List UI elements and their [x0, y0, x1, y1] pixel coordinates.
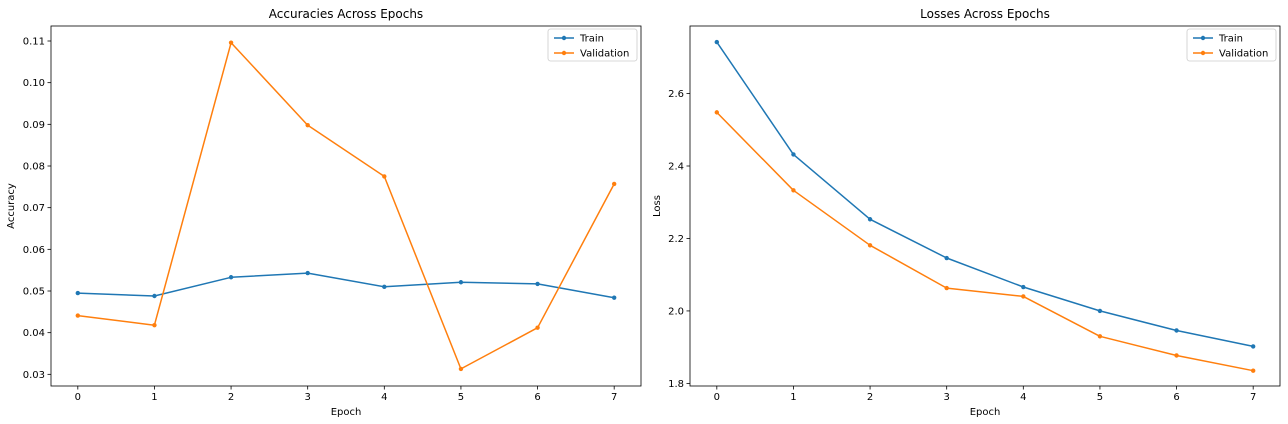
y-axis-label: Accuracy [6, 183, 17, 229]
chart-title: Losses Across Epochs [920, 7, 1050, 21]
x-tick-label: 5 [458, 392, 464, 403]
legend-label-train: Train [579, 34, 604, 45]
x-tick-label: 0 [714, 392, 720, 403]
legend-marker [1200, 50, 1206, 56]
data-point-train [382, 284, 387, 290]
data-point-validation [1021, 294, 1026, 299]
x-tick-label: 5 [1097, 392, 1103, 403]
y-tick-label: 2.6 [668, 89, 684, 100]
legend-label-validation: Validation [580, 49, 629, 60]
y-tick-label: 0.11 [23, 37, 45, 48]
y-tick-label: 1.8 [668, 379, 684, 390]
data-point-validation [535, 325, 540, 330]
legend-marker [561, 50, 567, 56]
chart-0: Accuracies Across Epochs 0 1 2 3 4 5 6 7 0.03 0.04… [6, 7, 642, 418]
y-tick-label: 0.04 [23, 328, 45, 339]
data-point-validation [152, 322, 157, 328]
y-tick-label: 2.4 [668, 162, 684, 173]
x-tick-label: 7 [1250, 392, 1256, 403]
plot-frame [689, 25, 1281, 387]
data-point-train [535, 281, 540, 287]
x-tick-label: 1 [790, 392, 796, 403]
data-point-train [611, 295, 617, 300]
x-tick-label: 0 [75, 392, 81, 403]
series-line-train [716, 41, 1254, 348]
x-tick-label: 6 [534, 392, 540, 403]
x-tick-label: 2 [228, 392, 234, 403]
data-point-train [1174, 328, 1179, 333]
series-line-validation [77, 41, 615, 370]
y-tick-label: 0.06 [23, 245, 45, 256]
y-tick-label: 2.2 [668, 234, 684, 245]
data-point-train [305, 270, 310, 276]
chart-1: Losses Across Epochs 0 1 2 3 4 5 6 7 1.8 2.0 2.2 2.4… [652, 7, 1281, 418]
data-point-train [1021, 284, 1026, 290]
data-point-train [458, 280, 464, 285]
x-tick-label: 3 [944, 392, 950, 403]
data-point-train [867, 217, 873, 222]
data-point-train [152, 293, 157, 299]
data-point-validation [1250, 368, 1256, 373]
y-tick-label: 0.08 [23, 162, 45, 173]
data-point-train [714, 39, 720, 45]
data-point-train [1250, 344, 1256, 349]
data-point-validation [228, 40, 234, 45]
x-tick-label: 4 [381, 392, 387, 403]
legend-marker [561, 35, 567, 41]
legend-label-validation: Validation [1219, 49, 1268, 60]
y-tick-label: 0.05 [23, 287, 45, 298]
y-axis-label: Loss [652, 195, 663, 217]
x-axis-label: Epoch [331, 407, 362, 418]
x-tick-label: 4 [1020, 392, 1026, 403]
data-point-train [791, 152, 796, 157]
plot-frame [50, 25, 642, 387]
data-point-train [75, 290, 81, 296]
data-point-validation [611, 181, 617, 187]
data-point-validation [305, 122, 310, 128]
y-tick-label: 2.0 [668, 306, 684, 317]
data-point-validation [75, 313, 81, 318]
data-point-validation [1174, 353, 1179, 358]
legend-label-train: Train [1218, 34, 1243, 45]
series-line-validation [716, 111, 1254, 372]
x-tick-label: 7 [611, 392, 617, 403]
chart-title: Accuracies Across Epochs [269, 7, 423, 21]
data-point-validation [867, 243, 873, 248]
y-tick-label: 0.03 [23, 370, 45, 381]
legend-marker [1200, 35, 1206, 41]
data-point-validation [382, 174, 387, 179]
data-point-train [1097, 308, 1103, 314]
y-tick-label: 0.10 [23, 78, 45, 89]
y-tick-label: 0.07 [23, 203, 45, 214]
x-tick-label: 2 [867, 392, 873, 403]
x-axis-label: Epoch [970, 407, 1001, 418]
y-tick-label: 0.09 [23, 120, 45, 131]
x-tick-label: 3 [305, 392, 311, 403]
data-point-validation [1097, 334, 1103, 339]
data-point-validation [791, 188, 796, 193]
x-tick-label: 6 [1173, 392, 1179, 403]
data-point-train [228, 275, 234, 280]
data-point-validation [458, 366, 464, 372]
data-point-train [944, 255, 949, 261]
x-tick-label: 1 [151, 392, 157, 403]
series-line-train [77, 272, 615, 299]
data-point-validation [714, 110, 720, 115]
data-point-validation [944, 285, 949, 291]
